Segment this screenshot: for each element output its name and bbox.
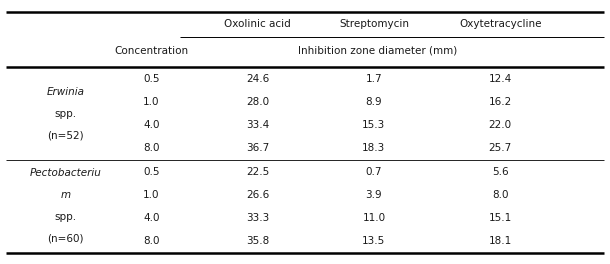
Text: 26.6: 26.6: [246, 190, 269, 200]
Text: Inhibition zone diameter (mm): Inhibition zone diameter (mm): [298, 46, 457, 56]
Text: 1.7: 1.7: [365, 74, 382, 84]
Text: spp.: spp.: [54, 212, 76, 222]
Text: 4.0: 4.0: [143, 213, 160, 223]
Text: Pectobacteriu: Pectobacteriu: [29, 168, 101, 178]
Text: Oxytetracycline: Oxytetracycline: [459, 19, 542, 29]
Text: spp.: spp.: [54, 109, 76, 119]
Text: 4.0: 4.0: [143, 120, 160, 130]
Text: Concentration: Concentration: [114, 46, 188, 56]
Text: 1.0: 1.0: [143, 97, 160, 107]
Text: 33.4: 33.4: [246, 120, 269, 130]
Text: 15.1: 15.1: [489, 213, 512, 223]
Text: 16.2: 16.2: [489, 97, 512, 107]
Text: Erwinia: Erwinia: [46, 87, 84, 97]
Text: 5.6: 5.6: [492, 167, 509, 177]
Text: 8.9: 8.9: [365, 97, 382, 107]
Text: Oxolinic acid: Oxolinic acid: [224, 19, 291, 29]
Text: 3.9: 3.9: [365, 190, 382, 200]
Text: 35.8: 35.8: [246, 235, 269, 246]
Text: 22.5: 22.5: [246, 167, 269, 177]
Text: 18.1: 18.1: [489, 235, 512, 246]
Text: (n=52): (n=52): [47, 131, 84, 141]
Text: m: m: [60, 190, 70, 200]
Text: 13.5: 13.5: [362, 235, 386, 246]
Text: 0.7: 0.7: [365, 167, 382, 177]
Text: 25.7: 25.7: [489, 143, 512, 153]
Text: 8.0: 8.0: [492, 190, 509, 200]
Text: 28.0: 28.0: [246, 97, 269, 107]
Text: 33.3: 33.3: [246, 213, 269, 223]
Text: 36.7: 36.7: [246, 143, 269, 153]
Text: 1.0: 1.0: [143, 190, 160, 200]
Text: 11.0: 11.0: [362, 213, 386, 223]
Text: 22.0: 22.0: [489, 120, 512, 130]
Text: 8.0: 8.0: [143, 143, 160, 153]
Text: Streptomycin: Streptomycin: [339, 19, 409, 29]
Text: 0.5: 0.5: [143, 74, 160, 84]
Text: 24.6: 24.6: [246, 74, 269, 84]
Text: 12.4: 12.4: [489, 74, 512, 84]
Text: (n=60): (n=60): [47, 234, 84, 244]
Text: 18.3: 18.3: [362, 143, 386, 153]
Text: 15.3: 15.3: [362, 120, 386, 130]
Text: 0.5: 0.5: [143, 167, 160, 177]
Text: 8.0: 8.0: [143, 235, 160, 246]
